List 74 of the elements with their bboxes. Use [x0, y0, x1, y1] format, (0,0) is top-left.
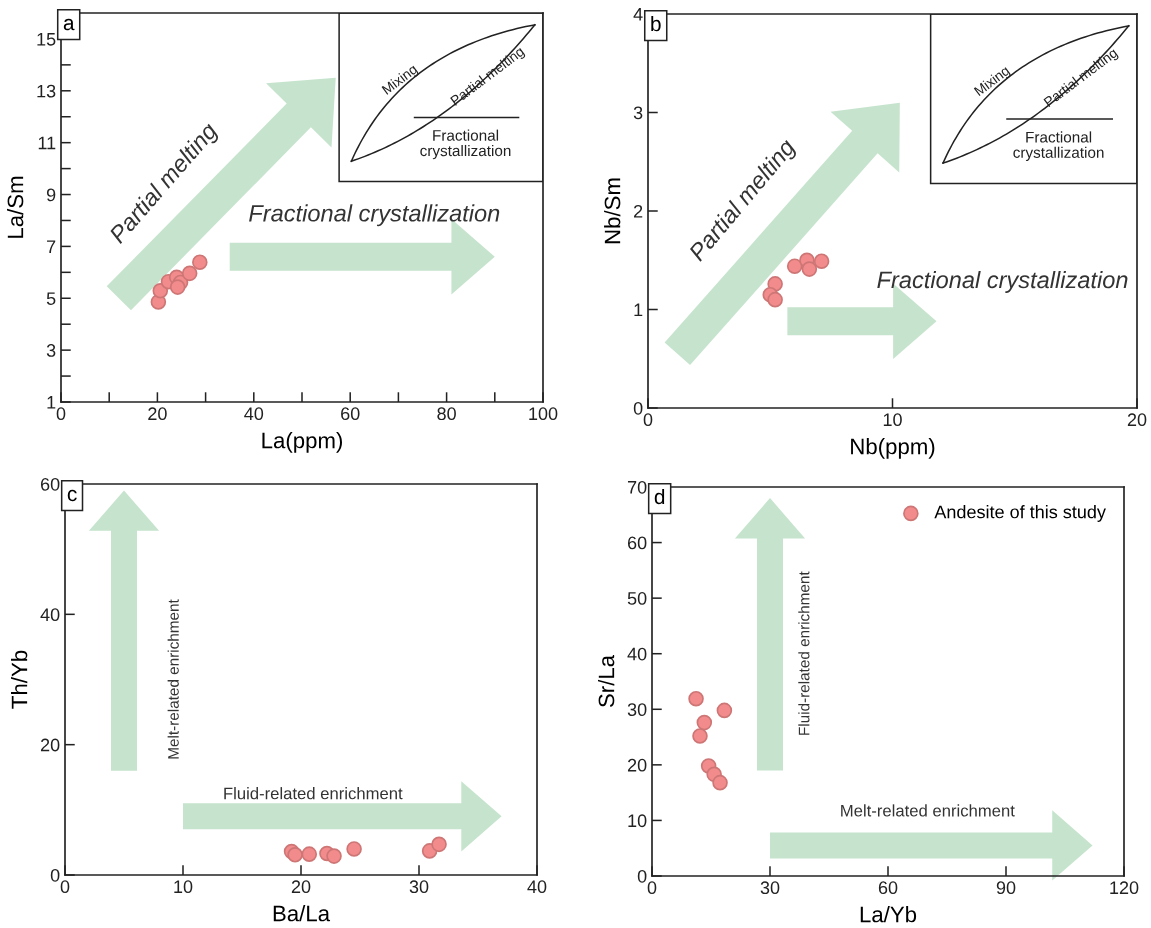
annotation: Melt-related enrichment [167, 599, 179, 759]
annotation: c [67, 489, 77, 502]
point [813, 253, 830, 270]
x-tick-label: 40 [244, 407, 264, 421]
y-tick-label: 20 [40, 738, 60, 752]
y-tick-label: 3 [633, 106, 643, 120]
x-tick-label: 0 [647, 881, 657, 895]
x-tick-label: 60 [341, 407, 360, 421]
y-tick-label: 0 [50, 868, 60, 882]
annotation: Fluid-related enrichment [798, 571, 810, 735]
y-axis-title: Nb/Sm [604, 178, 621, 244]
y-tick-label: 40 [40, 608, 60, 622]
y-axis-title: Th/Yb [11, 650, 28, 709]
point [801, 261, 818, 277]
x-tick-label: 10 [174, 880, 193, 894]
x-tick-label: 20 [291, 880, 311, 894]
point [767, 291, 783, 308]
annotation: Fractional crystallization [1013, 131, 1104, 161]
y-tick-label: 10 [628, 814, 647, 828]
y-tick-label: 2 [634, 204, 643, 218]
annotation: Melt-related enrichment [841, 804, 1015, 817]
annotation: Fractional crystallization [877, 270, 1128, 293]
y-axis-title: Sr/La [598, 654, 615, 708]
annotation: Fractional crystallization [420, 129, 511, 160]
x-axis-title: La/Yb [860, 906, 917, 923]
legend-label: Andesite of this study [934, 505, 1106, 522]
point [169, 279, 186, 295]
annotation: b [651, 15, 661, 32]
x-tick-label: 20 [1127, 413, 1147, 427]
x-tick-label: 40 [527, 880, 547, 894]
y-axis-title: La/Sm [7, 176, 24, 238]
y-tick-label: 1 [47, 396, 56, 409]
annotation: Fractional crystallization [249, 204, 500, 227]
y-tick-label: 50 [627, 592, 647, 605]
y-tick-label: 9 [46, 188, 56, 202]
y-tick-label: 7 [47, 240, 56, 253]
y-tick-label: 5 [46, 292, 56, 305]
x-axis-title: Ba/La [273, 905, 331, 922]
x-tick-label: 90 [996, 881, 1016, 895]
x-tick-label: 0 [60, 880, 70, 894]
x-tick-label: 100 [529, 407, 558, 421]
y-tick-label: 4 [633, 8, 643, 21]
x-axis-title: La(ppm) [262, 432, 342, 453]
annotation: d [654, 488, 665, 505]
y-tick-label: 11 [38, 136, 56, 150]
annotation: Fluid-related enrichment [224, 787, 403, 800]
y-tick-label: 30 [627, 703, 647, 717]
x-axis-title: Nb(ppm) [851, 438, 935, 459]
y-tick-label: 60 [40, 477, 60, 491]
y-tick-label: 0 [637, 869, 647, 883]
y-tick-label: 70 [627, 480, 647, 494]
point [192, 254, 208, 270]
point [712, 774, 728, 791]
x-tick-label: 80 [437, 407, 456, 421]
y-tick-label: 20 [627, 758, 647, 772]
point [696, 714, 713, 731]
x-tick-label: 30 [760, 881, 780, 895]
y-tick-label: 1 [634, 303, 643, 317]
point [688, 690, 704, 707]
y-tick-label: 13 [37, 84, 56, 98]
point [692, 728, 708, 744]
y-tick-label: 15 [37, 33, 56, 46]
y-tick-label: 60 [627, 536, 647, 550]
point [786, 258, 803, 274]
x-tick-label: 10 [883, 413, 902, 427]
y-tick-label: 3 [46, 344, 56, 357]
annotation: a [63, 18, 75, 31]
point [716, 702, 733, 719]
point [181, 265, 198, 282]
x-tick-label: 20 [148, 407, 167, 421]
x-tick-label: 60 [878, 881, 898, 895]
x-tick-label: 120 [1110, 881, 1139, 895]
y-tick-label: 40 [627, 647, 647, 661]
x-tick-label: 30 [409, 880, 429, 894]
